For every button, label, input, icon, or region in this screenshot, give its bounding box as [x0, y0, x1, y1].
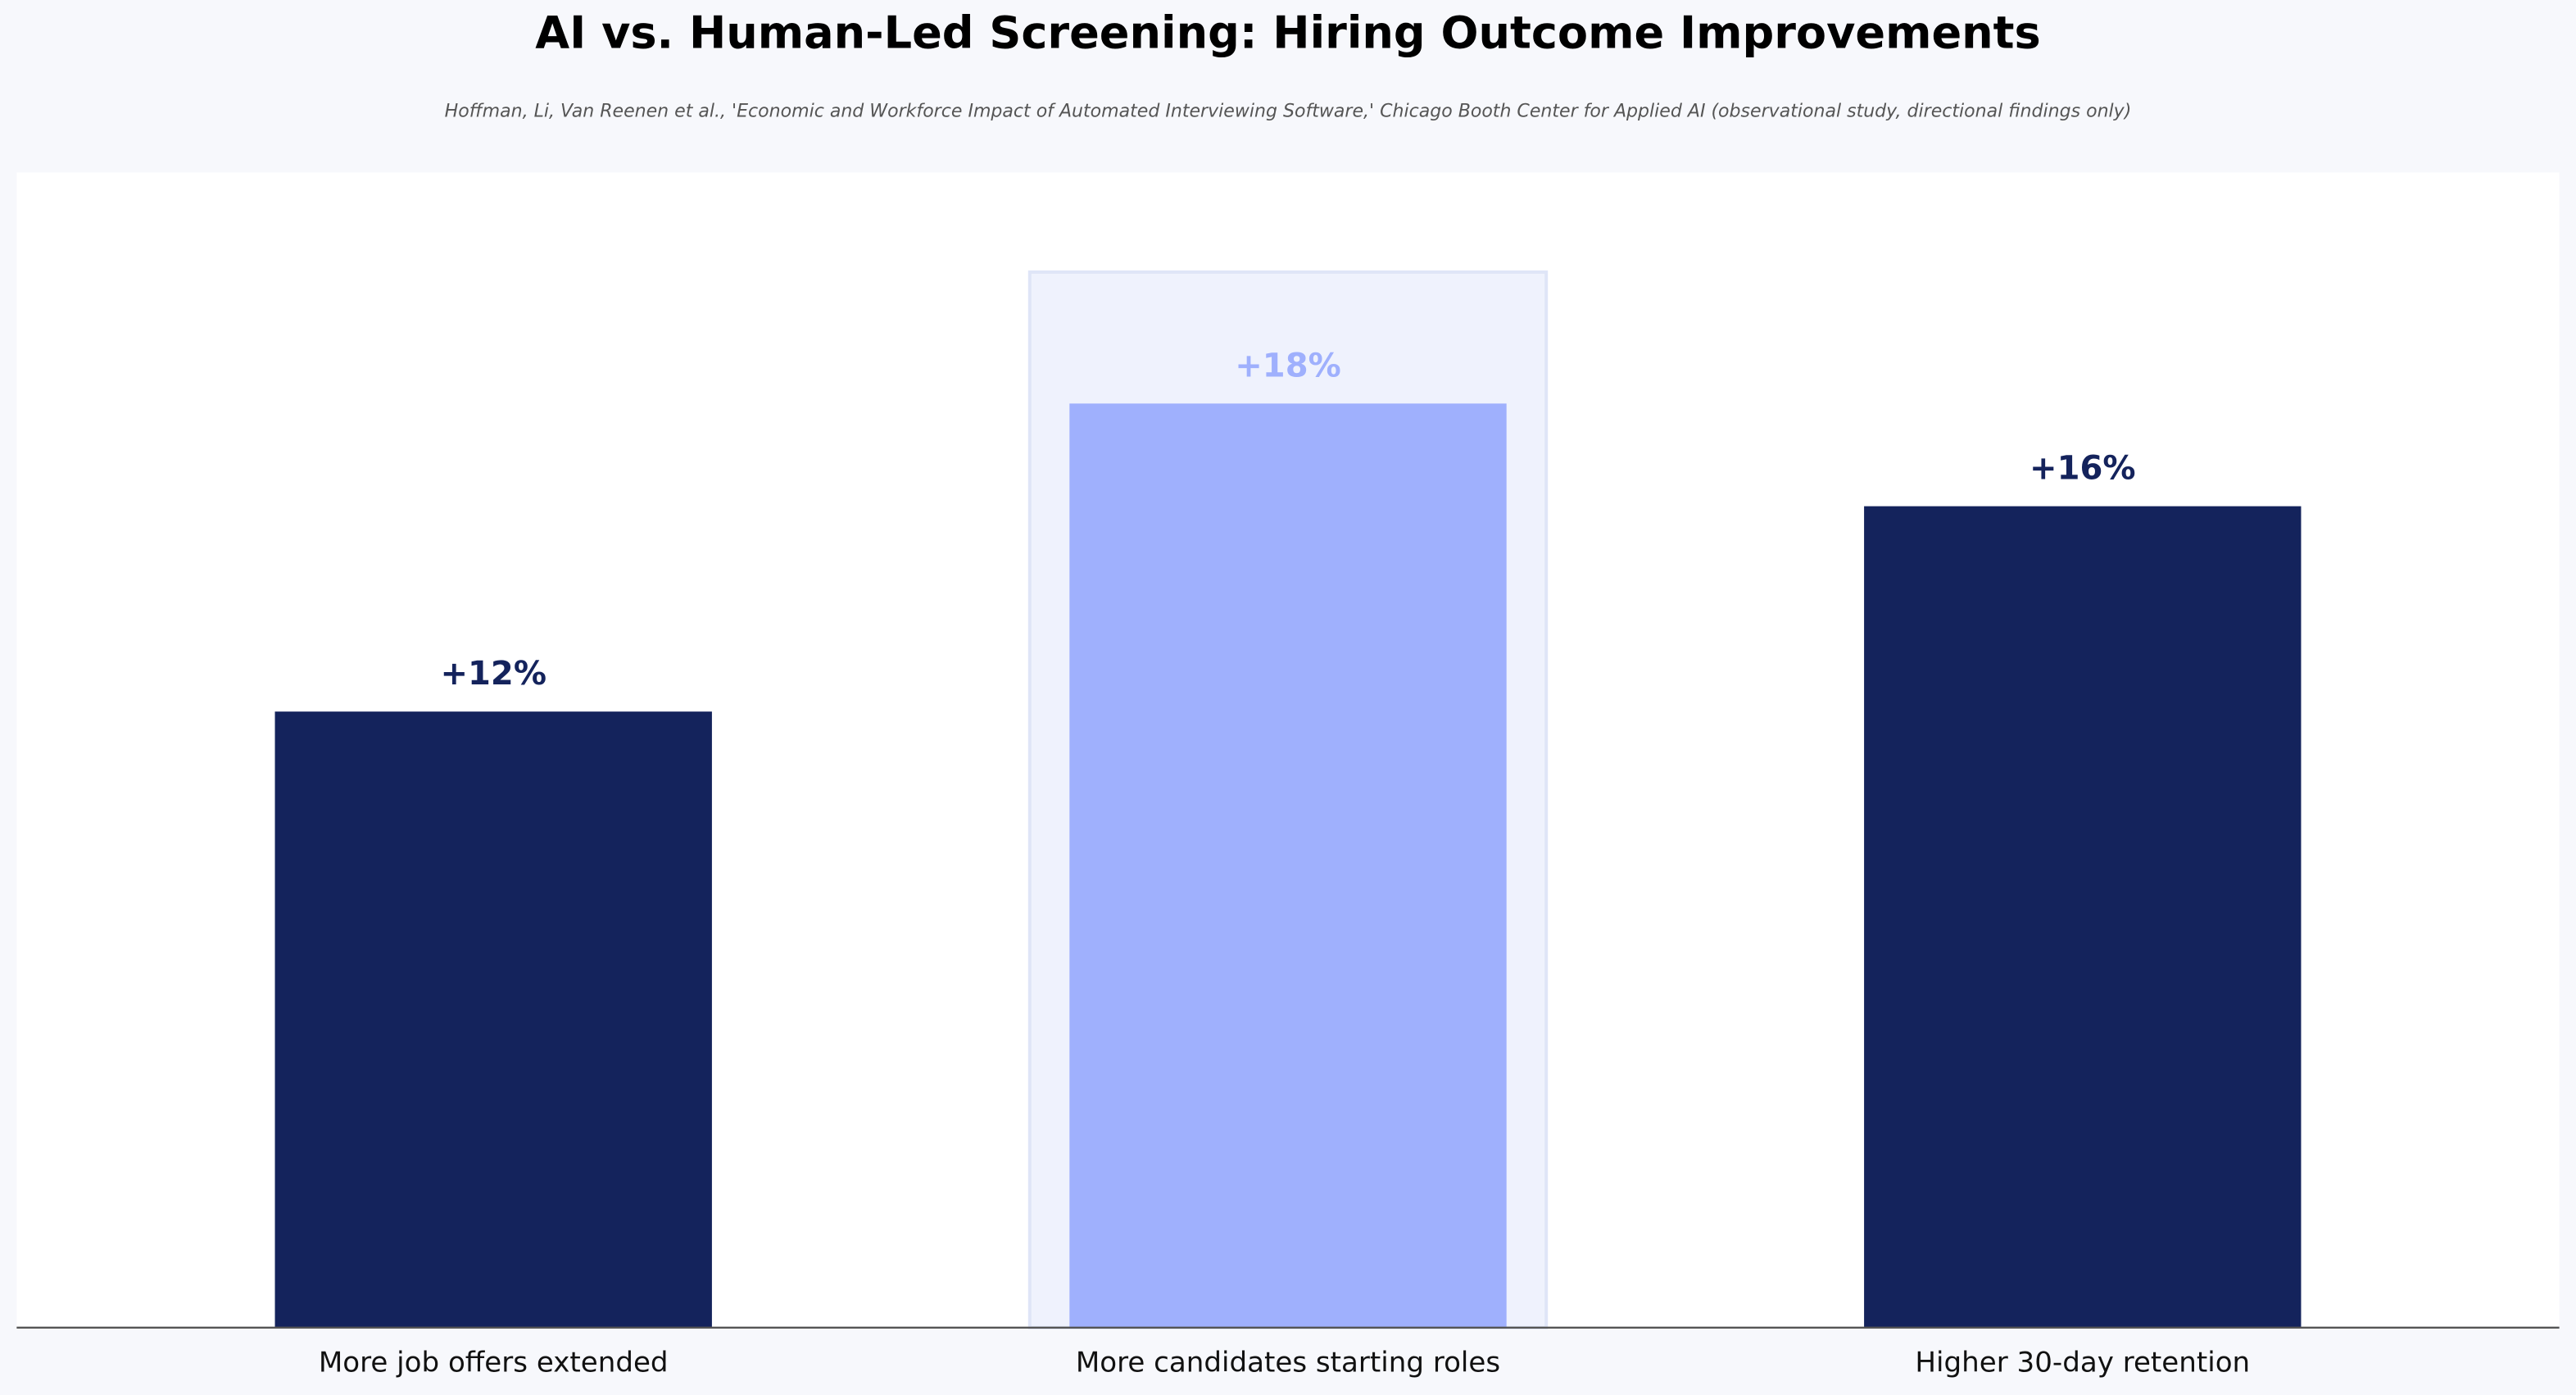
plot: +12% More job offers extended +18% More can…: [16, 270, 2560, 1379]
bar: [1069, 403, 1507, 1328]
x-tick-label: Higher 30-day retention: [1915, 1346, 2250, 1379]
bar: [274, 711, 712, 1328]
bar: [1864, 506, 2302, 1328]
chart-subtitle: Hoffman, Li, Van Reenen et al., 'Economi…: [445, 101, 2132, 121]
x-tick-label: More candidates starting roles: [1076, 1346, 1500, 1379]
value-label: +12%: [440, 655, 546, 693]
value-label: +18%: [1235, 347, 1341, 384]
value-label: +16%: [2030, 450, 2136, 488]
chart-title: AI vs. Human-Led Screening: Hiring Outco…: [535, 7, 2041, 59]
x-tick-label: More job offers extended: [319, 1346, 669, 1379]
